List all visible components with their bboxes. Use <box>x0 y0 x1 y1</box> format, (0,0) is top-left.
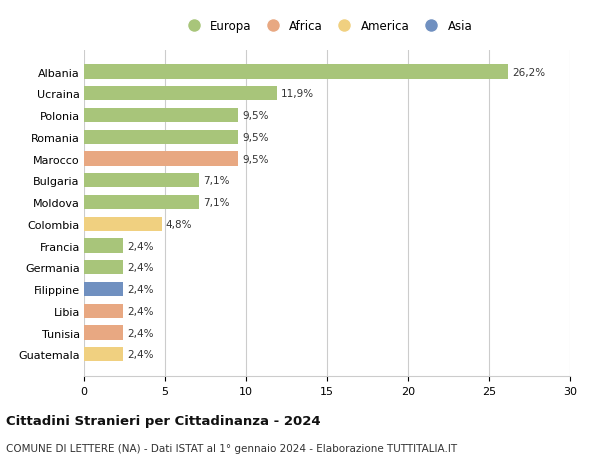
Text: 2,4%: 2,4% <box>127 285 154 294</box>
Bar <box>84 130 238 145</box>
Legend: Europa, Africa, America, Asia: Europa, Africa, America, Asia <box>179 17 475 35</box>
Bar <box>84 347 123 362</box>
Bar <box>84 304 123 318</box>
Text: 2,4%: 2,4% <box>127 328 154 338</box>
Bar <box>84 174 199 188</box>
Text: 7,1%: 7,1% <box>203 197 230 207</box>
Bar <box>84 282 123 297</box>
Bar <box>84 217 162 231</box>
Bar <box>84 261 123 275</box>
Text: 9,5%: 9,5% <box>242 111 268 121</box>
Text: 4,8%: 4,8% <box>166 219 193 230</box>
Bar <box>84 326 123 340</box>
Text: 2,4%: 2,4% <box>127 349 154 359</box>
Text: 7,1%: 7,1% <box>203 176 230 186</box>
Text: 2,4%: 2,4% <box>127 241 154 251</box>
Bar <box>84 65 508 79</box>
Text: 11,9%: 11,9% <box>281 89 314 99</box>
Bar <box>84 109 238 123</box>
Text: 2,4%: 2,4% <box>127 263 154 273</box>
Bar <box>84 196 199 210</box>
Bar <box>84 87 277 101</box>
Bar <box>84 239 123 253</box>
Text: 2,4%: 2,4% <box>127 306 154 316</box>
Text: 9,5%: 9,5% <box>242 133 268 142</box>
Text: COMUNE DI LETTERE (NA) - Dati ISTAT al 1° gennaio 2024 - Elaborazione TUTTITALIA: COMUNE DI LETTERE (NA) - Dati ISTAT al 1… <box>6 443 457 453</box>
Text: 26,2%: 26,2% <box>512 67 545 78</box>
Text: Cittadini Stranieri per Cittadinanza - 2024: Cittadini Stranieri per Cittadinanza - 2… <box>6 414 320 428</box>
Bar <box>84 152 238 166</box>
Text: 9,5%: 9,5% <box>242 154 268 164</box>
